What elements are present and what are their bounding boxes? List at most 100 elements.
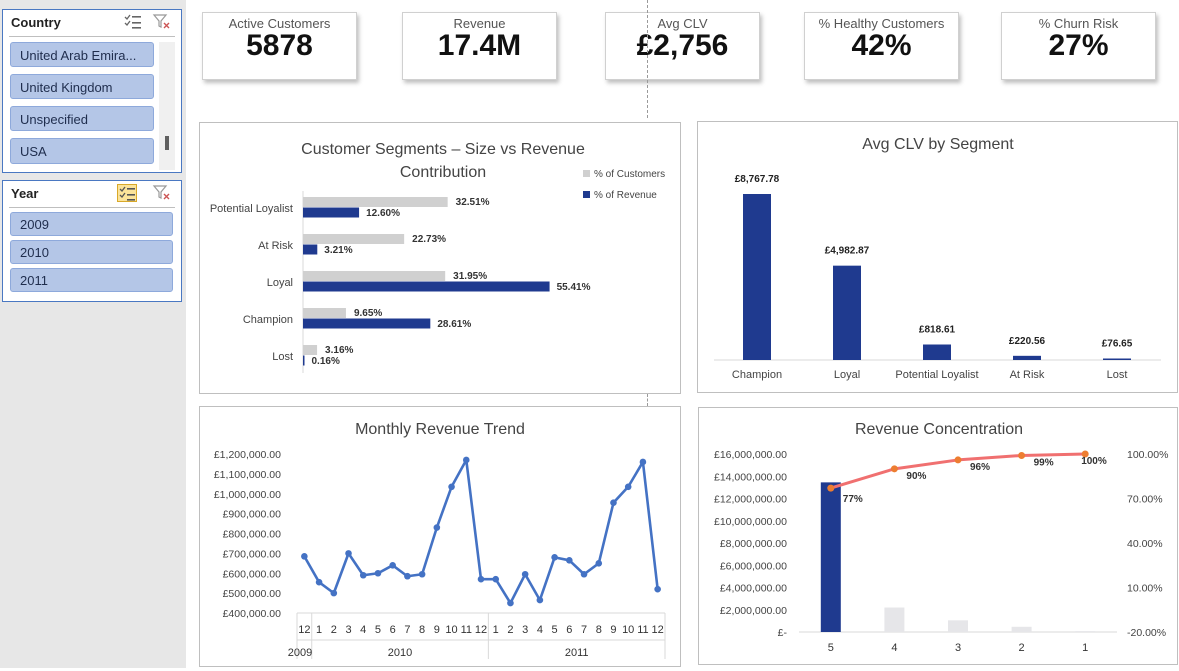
x-tick-label: 4 bbox=[537, 624, 543, 636]
y-tick-label: £4,000,000.00 bbox=[720, 583, 787, 595]
category-label: 4 bbox=[891, 642, 897, 654]
y-tick-label: £16,000,000.00 bbox=[714, 449, 787, 461]
legend-label: % of Customers bbox=[594, 169, 665, 180]
category-label: Potential Loyalist bbox=[210, 203, 293, 215]
x-tick-label: 1 bbox=[493, 624, 499, 636]
x-tick-label: 7 bbox=[404, 624, 410, 636]
slicer-item-country[interactable]: USA bbox=[10, 138, 154, 164]
cumulative-point bbox=[1081, 450, 1089, 458]
kpi-churn-risk: % Churn Risk 27% bbox=[1001, 12, 1156, 80]
y-tick-label: £1,000,000.00 bbox=[214, 489, 281, 501]
slicer-scrollbar[interactable] bbox=[159, 42, 175, 170]
bar-revenue bbox=[303, 281, 550, 292]
multi-select-icon[interactable] bbox=[123, 13, 143, 31]
x-tick-label: 12 bbox=[652, 624, 664, 636]
data-point bbox=[507, 599, 514, 607]
bar bbox=[743, 194, 771, 360]
data-label: £8,767.78 bbox=[735, 174, 780, 185]
pareto-chart-panel[interactable]: Revenue Concentration £16,000,000.00 £14,… bbox=[698, 407, 1178, 665]
trend-chart: Monthly Revenue Trend £1,200,000.00 £1,10… bbox=[214, 421, 666, 659]
segments-chart: Customer Segments – Size vs Revenue Contr… bbox=[210, 141, 665, 373]
x-tick-label: 5 bbox=[552, 624, 558, 636]
y-tick-label: £1,200,000.00 bbox=[214, 449, 281, 461]
bar bbox=[1103, 358, 1131, 360]
category-label: Lost bbox=[1107, 369, 1128, 381]
data-point bbox=[315, 578, 323, 586]
segments-chart-panel[interactable]: Customer Segments – Size vs Revenue Contr… bbox=[199, 122, 681, 394]
category-label: At Risk bbox=[1010, 369, 1045, 381]
slicer-item-country[interactable]: United Arab Emira... bbox=[10, 42, 154, 67]
x-tick-label: 3 bbox=[345, 624, 351, 636]
data-point bbox=[580, 570, 588, 578]
x-tick-label: 8 bbox=[419, 624, 425, 636]
data-point bbox=[374, 569, 382, 577]
kpi-healthy-customers: % Healthy Customers 42% bbox=[804, 12, 959, 80]
clear-filter-icon[interactable] bbox=[152, 184, 172, 202]
clv-chart: Avg CLV by Segment £8,767.78 Champion £4,9… bbox=[714, 136, 1161, 381]
x-tick-label: 6 bbox=[566, 624, 572, 636]
multi-select-icon[interactable] bbox=[117, 184, 137, 202]
slicer-item-country[interactable]: Unspecified bbox=[10, 106, 154, 131]
bar-revenue bbox=[303, 244, 318, 255]
slicer-item-country[interactable]: United Kingdom bbox=[10, 74, 154, 99]
data-label: £220.56 bbox=[1009, 336, 1046, 347]
y-tick-label: £700,000.00 bbox=[223, 548, 282, 560]
data-label: 32.51% bbox=[456, 197, 490, 208]
bar bbox=[820, 482, 841, 632]
x-tick-label: 10 bbox=[622, 624, 634, 636]
y-tick-label: £900,000.00 bbox=[223, 509, 282, 521]
data-label: 55.41% bbox=[557, 282, 591, 293]
cumulative-label: 90% bbox=[906, 471, 926, 482]
cumulative-label: 99% bbox=[1034, 457, 1054, 468]
cumulative-point bbox=[890, 465, 898, 473]
data-label: 0.16% bbox=[312, 356, 340, 367]
data-point bbox=[301, 553, 308, 560]
data-point bbox=[404, 572, 411, 580]
clv-chart-panel[interactable]: Avg CLV by Segment £8,767.78 Champion £4,9… bbox=[697, 121, 1178, 393]
data-point bbox=[433, 524, 441, 531]
year-label: 2009 bbox=[288, 647, 312, 659]
country-slicer: Country United Arab Emira... United King… bbox=[2, 9, 182, 173]
kpi-label: Revenue bbox=[453, 16, 506, 31]
category-label: Champion bbox=[243, 314, 293, 326]
y-tick-label: £600,000.00 bbox=[223, 568, 282, 580]
slicer-item-year[interactable]: 2009 bbox=[10, 212, 173, 236]
bar bbox=[923, 344, 951, 360]
data-label: £76.65 bbox=[1102, 339, 1133, 350]
y-tick-label: £- bbox=[778, 627, 788, 639]
category-label: Champion bbox=[732, 369, 782, 381]
page-break-line bbox=[647, 0, 648, 118]
data-label: 12.60% bbox=[366, 208, 400, 219]
bar-customers bbox=[303, 345, 318, 355]
kpi-avg-clv: Avg CLV £2,756 bbox=[605, 12, 760, 80]
x-tick-label: 2 bbox=[507, 624, 513, 636]
y-tick-label: £14,000,000.00 bbox=[714, 471, 787, 483]
clear-filter-icon[interactable] bbox=[152, 13, 172, 31]
data-point bbox=[330, 589, 338, 597]
data-label: 3.21% bbox=[324, 245, 352, 256]
kpi-value: 5878 bbox=[246, 29, 313, 62]
trend-chart-panel[interactable]: Monthly Revenue Trend £1,200,000.00 £1,10… bbox=[199, 406, 681, 667]
slicer-item-year[interactable]: 2010 bbox=[10, 240, 173, 264]
slicer-item-year[interactable]: 2011 bbox=[10, 268, 173, 292]
bar-revenue bbox=[303, 207, 360, 218]
bar bbox=[833, 265, 861, 360]
data-point bbox=[654, 585, 661, 593]
data-label: £4,982.87 bbox=[825, 246, 870, 257]
data-point bbox=[345, 550, 352, 557]
bar bbox=[948, 620, 968, 632]
cumulative-point bbox=[1018, 451, 1026, 459]
y-tick-label: £8,000,000.00 bbox=[720, 538, 787, 550]
scrollbar-thumb[interactable] bbox=[165, 136, 169, 150]
chart-title: Revenue Concentration bbox=[855, 421, 1023, 438]
category-label: Loyal bbox=[834, 369, 860, 381]
category-label: At Risk bbox=[258, 240, 293, 252]
legend-label: % of Revenue bbox=[594, 190, 657, 201]
kpi-value: £2,756 bbox=[636, 29, 729, 62]
data-point bbox=[418, 570, 426, 578]
kpi-label: Active Customers bbox=[228, 16, 331, 31]
data-point bbox=[389, 562, 396, 569]
page-break-line bbox=[647, 394, 648, 406]
y-tick-label: £500,000.00 bbox=[223, 588, 282, 600]
data-point bbox=[551, 554, 558, 561]
